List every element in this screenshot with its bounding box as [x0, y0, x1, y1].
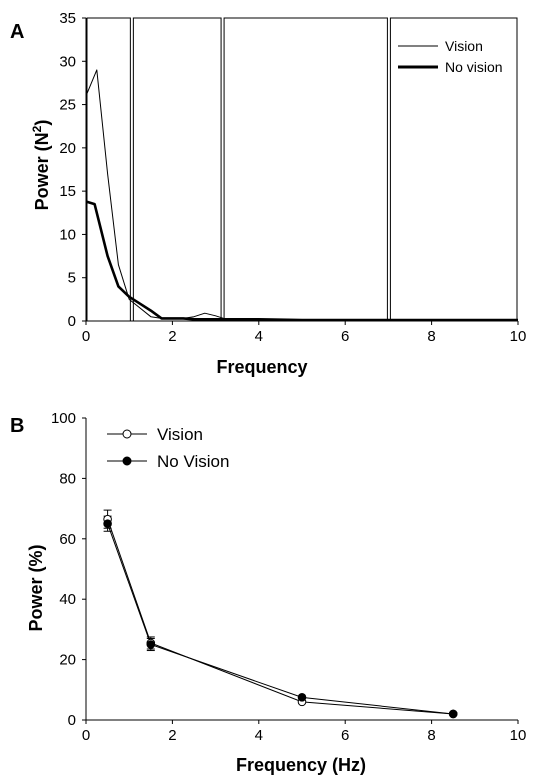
legend-b-vision-label: Vision [157, 425, 203, 444]
x-tick-label: 2 [168, 328, 176, 345]
panel-b-axes [85, 418, 518, 721]
series-vision-line [107, 519, 454, 715]
panel-b-legend: Vision No Vision [107, 425, 229, 471]
data-point-no-vision [297, 693, 307, 702]
y-tick-label: 80 [59, 470, 76, 487]
panel-a-x-label: Frequency [216, 357, 307, 377]
panel-a: A 0 5 10 15 20 25 30 35 0 2 4 6 8 10 Frequency Power… [10, 10, 526, 377]
data-point-no-vision [146, 640, 156, 649]
x-tick-label: 0 [82, 727, 90, 744]
panel-b-series [103, 509, 458, 719]
x-tick-label: 8 [427, 328, 435, 345]
panel-b-letter: B [10, 415, 24, 437]
panel-a-y-label-main: Power (N [32, 132, 52, 210]
panel-b-y-ticks: 0 20 40 60 80 100 [51, 410, 86, 729]
series-no-vision-line [85, 200, 518, 322]
series-vision-line [85, 69, 518, 322]
y-tick-label: 20 [59, 140, 76, 157]
panel-a-legend: Vision No vision [398, 38, 503, 75]
panel-a-lines [85, 69, 518, 322]
y-tick-label: 0 [68, 313, 76, 330]
legend-vision-label: Vision [445, 38, 483, 54]
x-tick-label: 0 [82, 328, 90, 345]
panel-a-y-label-close: ) [32, 120, 52, 126]
panel-a-letter: A [10, 21, 24, 43]
x-tick-label: 8 [427, 727, 435, 744]
y-tick-label: 35 [59, 10, 76, 27]
y-tick-label: 40 [59, 591, 76, 608]
y-tick-label: 5 [68, 270, 76, 287]
frequency-band-box [223, 17, 388, 322]
y-tick-label: 30 [59, 53, 76, 70]
x-tick-label: 6 [341, 727, 349, 744]
y-tick-label: 25 [59, 97, 76, 114]
frequency-band-box [86, 17, 131, 322]
y-tick-label: 10 [59, 226, 76, 243]
y-tick-label: 100 [51, 410, 76, 427]
panel-a-x-ticks: 0 2 4 6 8 10 [82, 321, 527, 345]
x-tick-label: 4 [255, 727, 263, 744]
panel-a-y-ticks: 0 5 10 15 20 25 30 35 [59, 10, 86, 330]
x-tick-label: 4 [255, 328, 263, 345]
y-tick-label: 15 [59, 183, 76, 200]
panel-a-y-label-sup: 2 [30, 125, 44, 132]
panel-a-y-label: Power (N2) [30, 120, 52, 211]
panel-b-x-ticks: 0 2 4 6 8 10 [82, 720, 527, 744]
y-tick-label: 20 [59, 652, 76, 669]
data-point-no-vision [448, 709, 458, 719]
series-no-vision-line [107, 523, 454, 715]
y-tick-label: 0 [68, 712, 76, 729]
legend-b-vision-marker [122, 429, 132, 439]
data-point-no-vision [103, 519, 112, 529]
panel-b: B 0 20 40 60 80 100 0 2 4 6 8 10 Frequency (Hz) Po… [10, 410, 526, 775]
x-tick-label: 10 [510, 727, 527, 744]
legend-b-no-vision-label: No Vision [157, 452, 229, 471]
legend-b-no-vision-marker [122, 456, 132, 466]
panel-b-x-label: Frequency (Hz) [236, 755, 366, 775]
x-tick-label: 2 [168, 727, 176, 744]
x-tick-label: 6 [341, 328, 349, 345]
legend-no-vision-label: No vision [445, 59, 503, 75]
panel-b-y-label: Power (%) [26, 544, 46, 631]
x-tick-label: 10 [510, 328, 527, 345]
frequency-band-box [132, 17, 222, 322]
y-tick-label: 60 [59, 531, 76, 548]
